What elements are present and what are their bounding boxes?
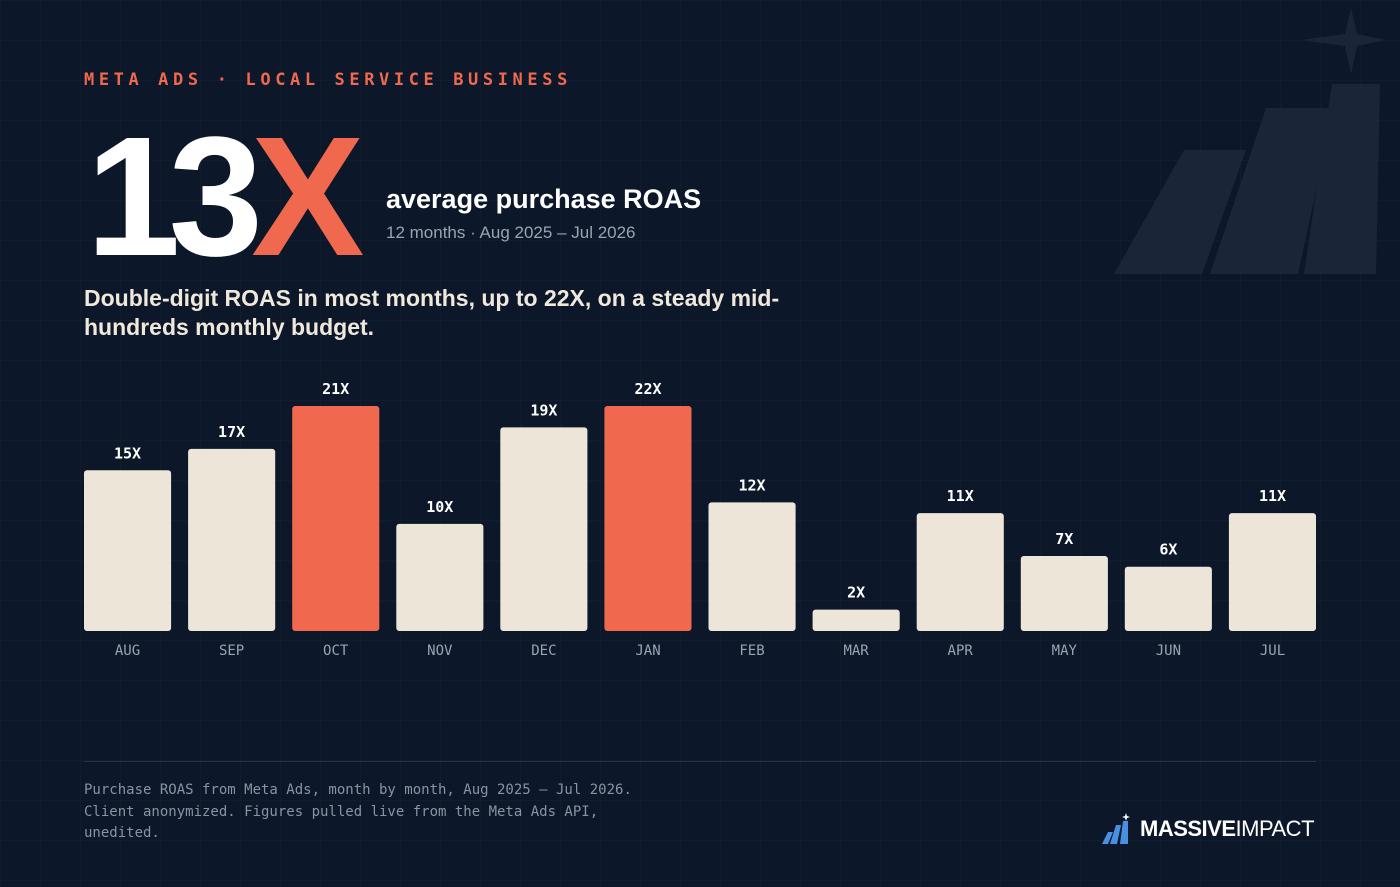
bar-value-label: 22X — [634, 380, 661, 398]
bar-nov — [396, 523, 484, 631]
bar-sep — [188, 448, 276, 631]
footnote-line: Client anonymized. Figures pulled live f… — [84, 803, 599, 820]
headline-label: average purchase ROAS — [386, 184, 702, 214]
bar-value-label: 2X — [847, 584, 865, 602]
bar-feb — [708, 502, 796, 631]
bar-oct — [292, 406, 380, 631]
bar-value-label: 21X — [322, 380, 349, 398]
bar-may — [1020, 556, 1108, 631]
bar-value-label: 15X — [114, 444, 141, 462]
category-label: DEC — [531, 643, 556, 659]
bar-jun — [1124, 566, 1212, 631]
bar-value-label: 19X — [530, 401, 557, 419]
headline-metric: 13X — [86, 112, 365, 282]
bar-value-label: 11X — [947, 487, 974, 505]
eyebrow-separator: · — [216, 70, 232, 90]
bar-value-label: 7X — [1055, 530, 1073, 548]
decorative-bars-star-icon — [1114, 8, 1386, 274]
brand-name: MASSIVEIMPACT — [1140, 816, 1315, 842]
category-label: FEB — [739, 643, 764, 659]
bar-value-label: 6X — [1159, 541, 1177, 559]
summary-text: Double-digit ROAS in most months, up to … — [84, 285, 780, 340]
category-label: AUG — [115, 643, 140, 659]
footnote-line: Purchase ROAS from Meta Ads, month by mo… — [84, 782, 632, 798]
bar-mar — [812, 609, 900, 631]
category-label: MAR — [843, 643, 869, 659]
bar-apr — [916, 513, 1004, 631]
roas-bar-chart: 15X AUG 17X SEP 21X OCT 10X NOV 19X DEC 22X JAN 12X F… — [84, 380, 1316, 659]
bar-aug — [84, 470, 172, 631]
category-label: SEP — [219, 643, 244, 659]
bar-value-label: 17X — [218, 423, 245, 441]
eyebrow-industry: LOCAL SERVICE BUSINESS — [245, 70, 572, 90]
eyebrow-platform: META ADS — [84, 70, 203, 90]
brand-name-bold: MASSIVE — [1140, 816, 1236, 841]
bar-dec — [500, 427, 588, 631]
brand-name-light: IMPACT — [1235, 816, 1315, 841]
bar-value-label: 10X — [426, 498, 453, 516]
massive-impact-bars-icon — [1102, 813, 1130, 844]
bar-jan — [604, 406, 692, 631]
category-label: JAN — [635, 643, 660, 659]
category-label: JUL — [1260, 643, 1285, 659]
footer-divider — [84, 761, 1316, 762]
category-label: MAY — [1052, 643, 1078, 659]
footnote: Purchase ROAS from Meta Ads, month by mo… — [84, 780, 684, 845]
brand-logo: MASSIVEIMPACT — [1100, 812, 1315, 846]
eyebrow-label: META ADS · LOCAL SERVICE BUSINESS — [84, 70, 572, 90]
category-label: OCT — [323, 643, 349, 659]
headline-period: 12 months · Aug 2025 – Jul 2026 — [386, 223, 636, 242]
footnote-line: unedited. — [84, 825, 160, 841]
bar-value-label: 11X — [1259, 487, 1286, 505]
category-label: JUN — [1156, 643, 1181, 659]
bar-jul — [1228, 513, 1316, 631]
bar-value-label: 12X — [738, 476, 765, 494]
headline-number: 13 — [86, 102, 263, 292]
category-label: APR — [948, 643, 974, 659]
category-label: NOV — [427, 643, 453, 659]
headline-unit: X — [251, 102, 364, 292]
